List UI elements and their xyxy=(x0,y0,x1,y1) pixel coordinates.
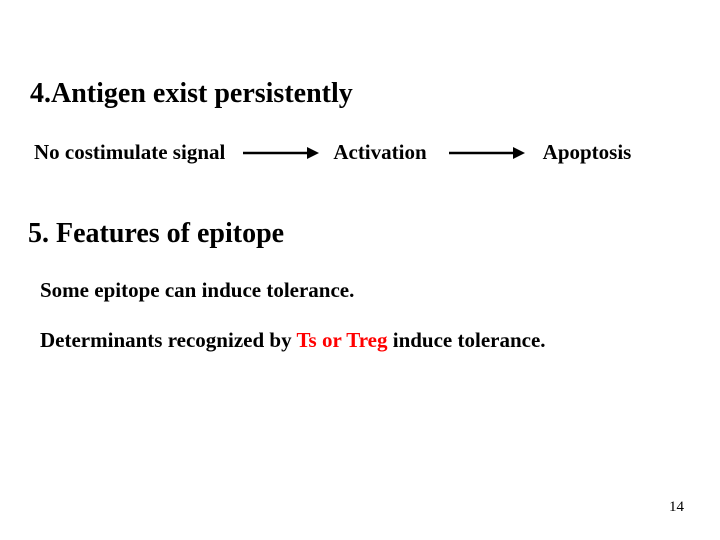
epitope-text-2: Determinants recognized by Ts or Treg in… xyxy=(40,328,546,353)
flow-label-apoptosis: Apoptosis xyxy=(543,140,632,165)
heading-features-epitope: 5. Features of epitope xyxy=(28,218,284,250)
epitope-text-2-highlight: Ts or Treg xyxy=(296,328,387,352)
flow-row: No costimulate signal Activation Apoptos… xyxy=(34,140,631,165)
flow-label-no-costimulate: No costimulate signal xyxy=(34,140,225,165)
page-number: 14 xyxy=(669,499,684,516)
epitope-text-2a: Determinants recognized by xyxy=(40,328,296,352)
arrow-icon xyxy=(243,146,319,160)
epitope-text-2b: induce tolerance. xyxy=(387,328,545,352)
epitope-text-1: Some epitope can induce tolerance. xyxy=(40,278,354,303)
arrow-icon xyxy=(449,146,525,160)
heading-antigen-persist: 4.Antigen exist persistently xyxy=(30,78,353,110)
flow-label-activation: Activation xyxy=(333,140,426,165)
